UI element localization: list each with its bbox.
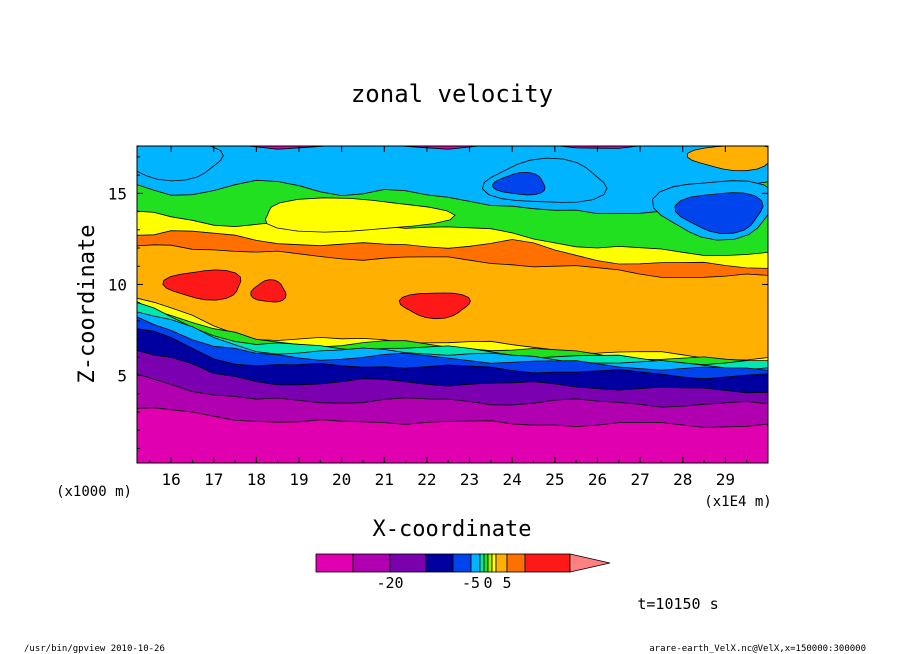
colorbar-tick-label: 0 [483, 574, 492, 592]
contour-patch-upper-cyan-1 [137, 146, 224, 182]
colorbar-segment [470, 553, 481, 573]
x-tick-label: 19 [289, 470, 308, 489]
colorbar-segment [506, 553, 526, 573]
colorbar-segment [425, 553, 454, 573]
colorbar-tick-label: 5 [502, 574, 511, 592]
colorbar-segment [495, 553, 508, 573]
x-tick-label: 25 [545, 470, 564, 489]
y-tick-label: 5 [117, 367, 127, 386]
colorbar-segment [491, 553, 497, 573]
contour-patch-upper-blue-1 [492, 171, 546, 196]
y-axis-ticks: 5 10 15 [108, 156, 768, 449]
footer-right: arare-earth_VelX.nc@VelX,x=150000:300000 [649, 644, 866, 654]
x-unit-label: (x1E4 m) [704, 494, 771, 510]
x-tick-label: 23 [460, 470, 479, 489]
x-axis-label: X-coordinate [373, 517, 532, 542]
x-tick-label: 18 [247, 470, 266, 489]
y-tick-label: 10 [108, 275, 127, 294]
colorbar: -20 -5 0 5 [315, 553, 611, 592]
contour-band-lowest [137, 407, 768, 463]
colorbar-segment [389, 553, 427, 573]
x-tick-label: 17 [204, 470, 223, 489]
x-tick-label: 16 [161, 470, 180, 489]
x-tick-label: 29 [716, 470, 735, 489]
x-tick-label: 27 [630, 470, 649, 489]
contour-patch-upper-orange [686, 146, 768, 172]
colorbar-segment [315, 553, 354, 573]
colorbar-segment [483, 553, 489, 573]
contour-patch-max-core-1 [162, 269, 242, 301]
chart-title: zonal velocity [351, 80, 553, 108]
plot-frame [136, 145, 769, 464]
y-unit-label: (x1000 m) [56, 484, 132, 500]
time-label: t=10150 s [637, 595, 718, 613]
x-tick-label: 26 [588, 470, 607, 489]
contour-patch-max-core-2 [250, 279, 287, 303]
colorbar-segment [452, 553, 472, 573]
colorbar-segment [352, 553, 391, 573]
y-axis-label: Z-coordinate [75, 225, 100, 384]
x-tick-label: 22 [417, 470, 436, 489]
x-tick-label: 21 [375, 470, 394, 489]
contour-field [137, 146, 768, 463]
footer-left: /usr/bin/gpview 2010-10-26 [24, 644, 165, 654]
contour-patch-upper-yellow [264, 197, 456, 233]
colorbar-segment [487, 553, 493, 573]
colorbar-tick-label: -5 [462, 574, 480, 592]
contour-patch-max-core-3 [398, 292, 471, 320]
x-axis-ticks: 16 17 18 19 20 21 22 23 24 25 26 27 28 29 [149, 146, 748, 489]
colorbar-segment [479, 553, 485, 573]
x-tick-label: 20 [332, 470, 351, 489]
y-tick-label: 15 [108, 184, 127, 203]
x-tick-label: 28 [673, 470, 692, 489]
colorbar-tick-label: -20 [376, 574, 403, 592]
contour-patch-upper-blue-2 [674, 192, 764, 235]
colorbar-segment [524, 553, 571, 573]
x-tick-label: 24 [503, 470, 522, 489]
colorbar-extend-arrow [569, 553, 611, 573]
